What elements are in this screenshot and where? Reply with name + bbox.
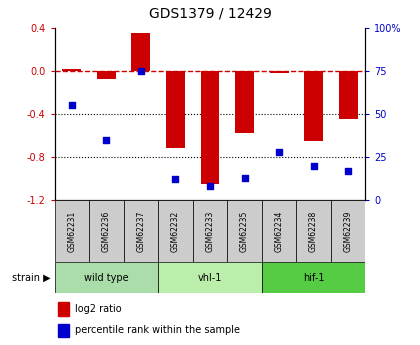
Text: GSM62239: GSM62239 (344, 210, 353, 252)
Bar (131, 33, 150, 71)
Point (138, 68, 144, 73)
Text: percentile rank within the sample: percentile rank within the sample (75, 325, 240, 335)
Point (276, 149, 282, 155)
Point (172, 177, 179, 182)
Bar (193, 200, 227, 262)
Text: log2 ratio: log2 ratio (75, 304, 122, 314)
Bar (58, 302, 69, 316)
Bar (123, 200, 158, 262)
Bar (262, 262, 365, 293)
Bar (304, 71, 323, 141)
Bar (235, 71, 254, 133)
Text: GSM62235: GSM62235 (240, 210, 249, 252)
Bar (227, 200, 262, 262)
Bar (166, 71, 185, 148)
Point (207, 184, 213, 189)
Point (241, 175, 248, 180)
Text: GSM62238: GSM62238 (309, 210, 318, 252)
Text: GSM62236: GSM62236 (102, 210, 111, 252)
Text: GSM62232: GSM62232 (171, 210, 180, 252)
Bar (200, 71, 220, 184)
Bar (339, 71, 357, 119)
Text: GSM62231: GSM62231 (67, 210, 76, 252)
Bar (55, 262, 158, 293)
Bar (158, 262, 262, 293)
Point (103, 137, 110, 142)
Bar (158, 200, 193, 262)
Bar (55, 200, 89, 262)
Text: GSM62234: GSM62234 (275, 210, 284, 252)
Text: GDS1379 / 12429: GDS1379 / 12429 (149, 7, 271, 21)
Bar (270, 71, 289, 73)
Bar (331, 200, 365, 262)
Point (345, 168, 352, 174)
Point (310, 163, 317, 168)
Bar (63, 69, 81, 71)
Bar (58, 324, 69, 337)
Bar (97, 71, 116, 79)
Text: GSM62233: GSM62233 (205, 210, 215, 252)
Text: vhl-1: vhl-1 (198, 273, 222, 283)
Bar (297, 200, 331, 262)
Text: GSM62237: GSM62237 (136, 210, 145, 252)
Bar (262, 200, 297, 262)
Bar (89, 200, 123, 262)
Text: hif-1: hif-1 (303, 273, 324, 283)
Text: strain ▶: strain ▶ (12, 273, 50, 283)
Point (68, 102, 75, 108)
Text: wild type: wild type (84, 273, 129, 283)
